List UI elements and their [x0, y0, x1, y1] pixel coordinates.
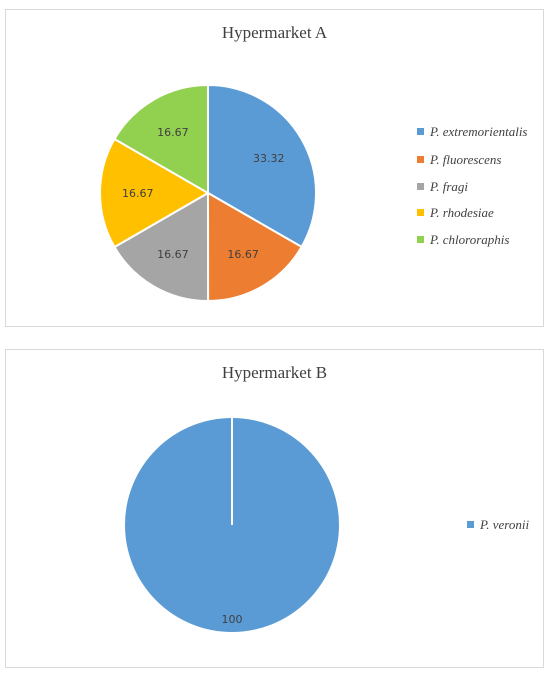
legend-label: P. fragi: [430, 179, 469, 194]
legend-item: P. fragi: [417, 179, 468, 195]
chart-title: Hypermarket B: [221, 363, 328, 382]
legend-label: P. chlororaphis: [430, 232, 510, 247]
data-label: 16.67: [157, 248, 189, 261]
chart-panel-hypermarket-b: Hypermarket B 100 P. veronii: [5, 349, 544, 668]
legend-label: P. fluorescens: [430, 152, 502, 167]
legend-swatch: [417, 183, 424, 190]
legend-item: P. rhodesiae: [417, 205, 494, 221]
legend-label: P. veronii: [480, 517, 530, 532]
data-label: 100: [222, 613, 243, 626]
pie-slice: [113, 191, 210, 303]
data-label: 33.32: [253, 152, 285, 165]
pie-slice: [113, 83, 209, 195]
chart-title: Hypermarket A: [221, 23, 328, 42]
legend-item: P. extremorientalis: [417, 124, 528, 140]
data-label: 16.67: [227, 248, 259, 261]
pie-slice: [206, 191, 303, 303]
legend-swatch: [467, 521, 474, 528]
legend-item: P. chlororaphis: [417, 232, 509, 248]
legend-item: P. veronii: [467, 517, 529, 533]
pie-chart: 33.32 16.67 16.67 16.67 16.67: [99, 83, 317, 303]
legend-label: P. extremorientalis: [430, 124, 528, 139]
legend-item: P. fluorescens: [417, 152, 502, 168]
legend-swatch: [417, 128, 424, 135]
legend-swatch: [417, 209, 424, 216]
legend-swatch: [417, 156, 424, 163]
data-label: 16.67: [122, 187, 154, 200]
pie-slice: [207, 83, 317, 249]
chart-panel-hypermarket-a: Hypermarket A 33.32 16.67 16.67 16.67 16.67 …: [5, 9, 544, 327]
pie-slice: [99, 137, 210, 249]
pie-chart: 100: [123, 416, 341, 634]
legend-swatch: [417, 236, 424, 243]
data-label: 16.67: [157, 126, 189, 139]
legend-label: P. rhodesiae: [430, 205, 494, 220]
